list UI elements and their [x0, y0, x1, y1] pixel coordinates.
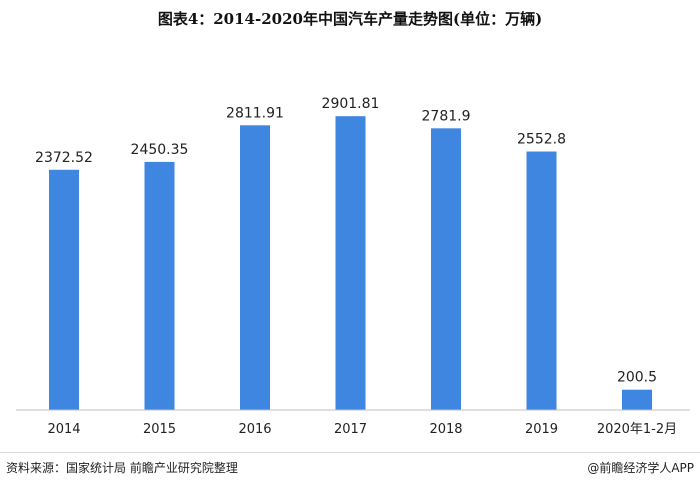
x-tick-label-2018: 2018 [429, 422, 462, 437]
value-label-2018: 2781.9 [422, 108, 471, 124]
x-tick-label-2017: 2017 [334, 422, 367, 437]
value-label-2015: 2450.35 [131, 142, 189, 158]
x-tick-label-2014: 2014 [47, 422, 80, 437]
value-label-2017: 2901.81 [322, 96, 380, 112]
value-label-2016: 2811.91 [226, 105, 284, 121]
x-tick-label-2020年1-2月: 2020年1-2月 [597, 422, 677, 437]
bar-2017 [335, 116, 366, 410]
x-tick-label-2019: 2019 [525, 422, 558, 437]
source-note: 资料来源：国家统计局 前瞻产业研究院整理 [6, 461, 238, 475]
x-tick-label-2015: 2015 [143, 422, 176, 437]
value-label-2020年1-2月: 200.5 [617, 370, 657, 386]
bar-2018 [431, 128, 461, 410]
bars-layer [49, 116, 652, 411]
chart-title: 图表4：2014-2020年中国汽车产量走势图(单位：万辆) [157, 10, 543, 28]
value-label-2014: 2372.52 [35, 150, 93, 166]
x-tick-labels-layer: 2014 2015 2016 2017 2018 2019 2020年1-2月 [47, 422, 677, 437]
brand-watermark: @前瞻经济学人APP [587, 461, 694, 475]
bar-2019 [526, 151, 557, 411]
x-tick-label-2016: 2016 [238, 422, 271, 437]
bar-2015 [144, 161, 175, 410]
bar-chart: 2372.52 2450.35 2811.91 2901.81 2781.9 2552.8… [16, 96, 690, 437]
value-labels-layer: 2372.52 2450.35 2811.91 2901.81 2781.9 2552.8… [35, 96, 657, 386]
bar-2020年1-2月 [622, 389, 652, 410]
bar-2016 [240, 125, 270, 410]
value-label-2019: 2552.8 [517, 132, 566, 148]
bar-2014 [49, 169, 79, 410]
footer-divider [0, 452, 700, 453]
